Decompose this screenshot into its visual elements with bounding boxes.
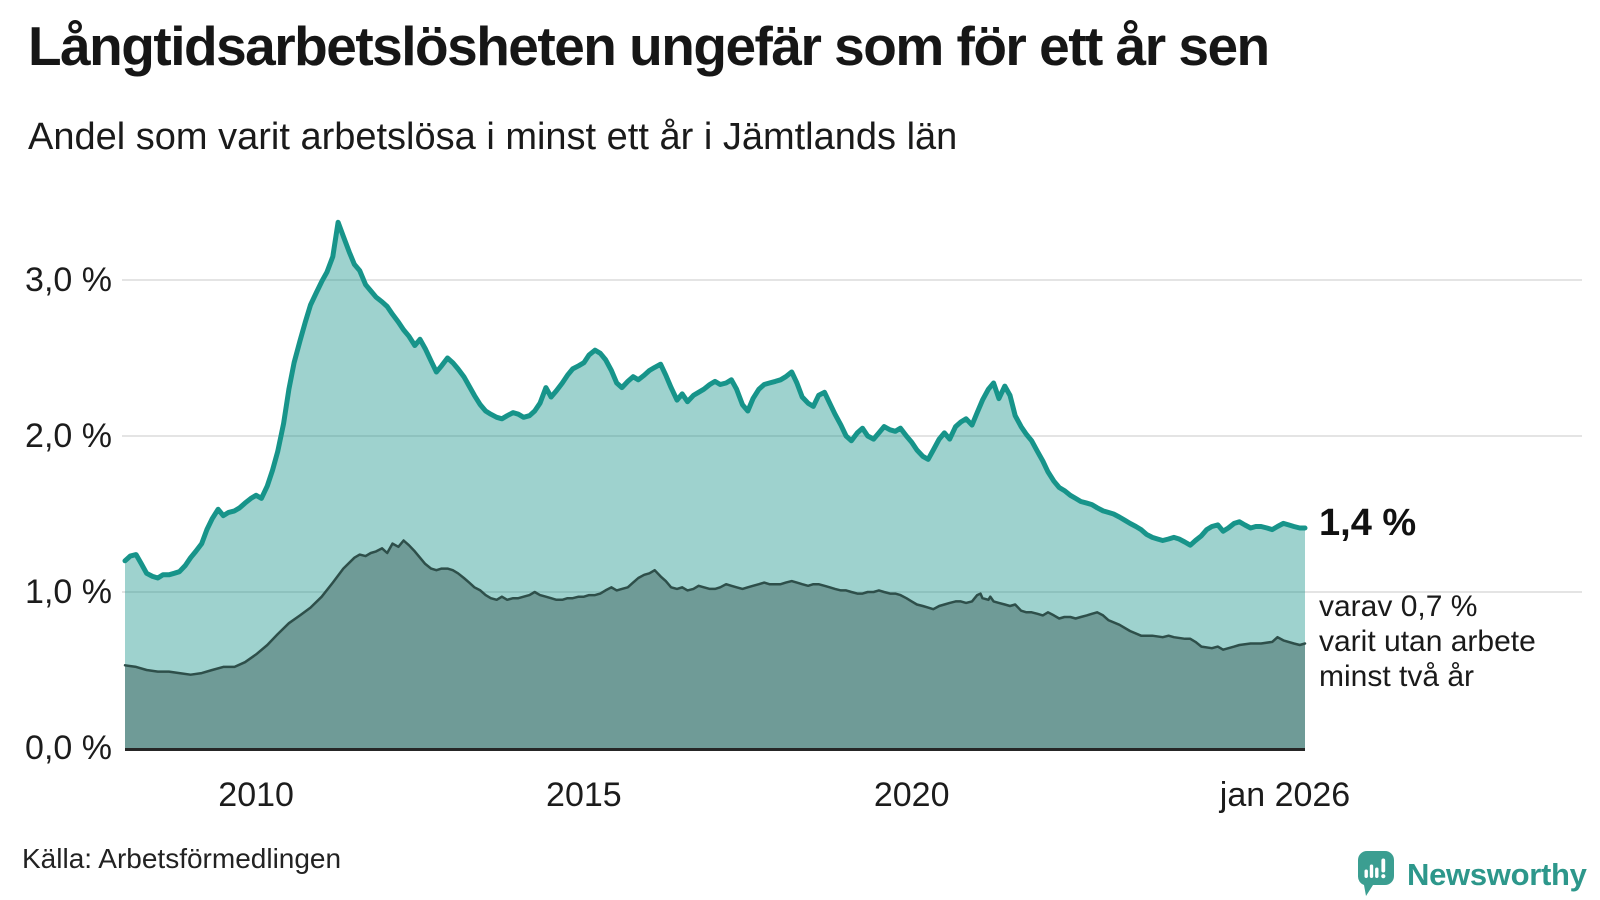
page-title: Långtidsarbetslösheten ungefär som för e… (28, 15, 1270, 77)
exclamation-dot-icon (1381, 874, 1386, 879)
exclamation-icon (1381, 858, 1386, 873)
newsworthy-logo: Newsworthy (1356, 848, 1596, 900)
latest-value-label: 1,4 % (1319, 502, 1417, 544)
newsworthy-bubble-icon (1357, 851, 1394, 896)
y-axis-label: 0,0 % (25, 729, 112, 767)
annotation-line: varav 0,7 % (1319, 590, 1478, 623)
secondary-annotation: varav 0,7 % varit utan arbete minst två … (1319, 589, 1536, 694)
x-axis-label: 2010 (218, 776, 294, 814)
annotation-line: minst två år (1319, 660, 1475, 693)
bar-icon (1375, 867, 1379, 878)
series-area-1 (125, 540, 1305, 748)
series-line-1 (123, 539, 1307, 676)
x-axis-label: 2020 (873, 776, 950, 814)
brand-name: Newsworthy (1407, 857, 1587, 892)
bar-icon (1369, 864, 1374, 878)
page-subtitle: Andel som varit arbetslösa i minst ett å… (28, 116, 958, 158)
series-line-0 (122, 219, 1308, 581)
y-axis-label: 3,0 % (25, 261, 112, 299)
bar-icon (1364, 869, 1368, 878)
annotation-line: varit utan arbete (1319, 625, 1536, 658)
y-axis-label: 1,0 % (25, 573, 112, 611)
y-axis-label: 2,0 % (25, 417, 112, 455)
x-axis-label: 2015 (546, 776, 622, 814)
area-chart (122, 219, 1582, 751)
source-text: Källa: Arbetsförmedlingen (22, 843, 342, 874)
x-axis-label: jan 2026 (1219, 776, 1351, 814)
